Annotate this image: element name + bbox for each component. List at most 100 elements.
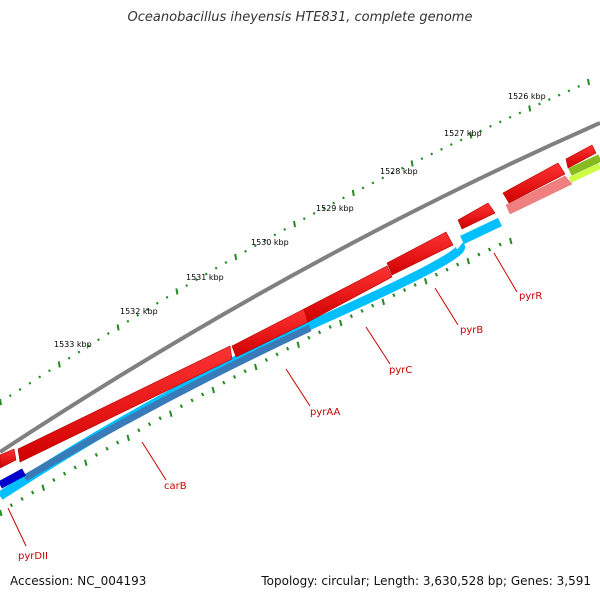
inner-minor-tick bbox=[243, 369, 247, 374]
inner-major-tick bbox=[466, 257, 470, 265]
lime-segment bbox=[568, 163, 600, 183]
gene-label-pyrC: pyrC bbox=[389, 365, 412, 376]
kbp-minor-tick bbox=[204, 272, 208, 276]
gene-label-pyrR: pyrR bbox=[519, 291, 542, 302]
inner-major-tick bbox=[169, 410, 173, 417]
leader-pyrC bbox=[365, 326, 391, 365]
inner-minor-tick bbox=[20, 496, 24, 501]
kbp-minor-tick bbox=[77, 350, 81, 354]
inner-minor-tick bbox=[307, 335, 311, 340]
inner-minor-tick bbox=[137, 428, 141, 433]
kbp-minor-tick bbox=[518, 111, 522, 115]
inner-minor-tick bbox=[392, 293, 396, 298]
kbp-major-tick bbox=[116, 324, 120, 331]
gene-label-pyrDII: pyrDII bbox=[18, 551, 48, 562]
kbp-minor-tick bbox=[449, 143, 453, 147]
kbp-major-tick bbox=[293, 220, 296, 228]
red-gene-arrows bbox=[0, 144, 597, 469]
kbp-minor-tick bbox=[146, 307, 149, 311]
kbp-label-1530: 1530 kbp bbox=[251, 238, 289, 247]
inner-minor-tick bbox=[201, 392, 205, 397]
kbp-minor-tick bbox=[479, 129, 483, 133]
kbp-minor-tick bbox=[342, 196, 345, 200]
inner-major-tick bbox=[84, 459, 88, 466]
kbp-minor-tick bbox=[361, 186, 365, 190]
kbp-minor-tick bbox=[557, 93, 561, 97]
kbp-minor-tick bbox=[489, 124, 492, 128]
kbp-minor-tick bbox=[420, 157, 424, 161]
inner-major-tick bbox=[339, 319, 343, 327]
gene-arrow-5 bbox=[386, 231, 454, 276]
inner-minor-tick bbox=[487, 247, 492, 252]
kbp-minor-tick bbox=[273, 233, 277, 237]
kbp-major-tick bbox=[175, 288, 179, 295]
kbp-label-1532: 1532 kbp bbox=[120, 307, 158, 316]
kbp-minor-tick bbox=[38, 375, 42, 379]
kbp-minor-tick bbox=[126, 319, 130, 323]
inner-major-tick bbox=[126, 434, 130, 442]
kbp-major-tick bbox=[57, 361, 61, 368]
genome-summary-text: Topology: circular; Length: 3,630,528 bp… bbox=[261, 574, 591, 588]
inner-major-tick bbox=[211, 386, 215, 394]
inner-minor-tick bbox=[264, 357, 268, 362]
kbp-minor-tick bbox=[263, 238, 267, 242]
inner-minor-tick bbox=[105, 446, 109, 451]
gene-arrow-7 bbox=[502, 162, 566, 204]
inner-minor-tick bbox=[158, 416, 162, 421]
inner-minor-tick bbox=[360, 308, 364, 313]
pink-gene-block bbox=[505, 175, 573, 215]
kbp-minor-tick bbox=[381, 176, 385, 180]
kbp-minor-tick bbox=[391, 171, 394, 175]
kbp-label-1526: 1526 kbp bbox=[508, 92, 546, 101]
kbp-minor-tick bbox=[577, 84, 581, 88]
gene-labels: pyrR pyrB pyrC pyrAA carB pyrDII bbox=[18, 291, 542, 562]
kbp-minor-tick bbox=[195, 278, 198, 282]
kbp-minor-tick bbox=[185, 284, 189, 288]
kbp-label-1531: 1531 kbp bbox=[186, 273, 224, 282]
inner-minor-tick bbox=[94, 452, 98, 457]
cyan-gene-block-pyrR bbox=[460, 217, 502, 245]
kbp-minor-tick bbox=[244, 249, 247, 253]
kbp-minor-tick bbox=[547, 98, 551, 102]
inner-minor-tick bbox=[477, 252, 481, 257]
kbp-tick-track bbox=[0, 78, 590, 406]
leader-pyrR bbox=[493, 252, 518, 293]
kbp-minor-tick bbox=[508, 115, 512, 119]
accession-text: Accession: NC_004193 bbox=[10, 574, 147, 588]
gene-label-leaders bbox=[7, 252, 518, 547]
gene-label-carB: carB bbox=[164, 481, 187, 492]
kbp-minor-tick bbox=[302, 217, 306, 221]
kbp-minor-tick bbox=[430, 152, 434, 156]
kbp-minor-tick bbox=[87, 344, 91, 348]
kbp-major-tick bbox=[469, 132, 473, 139]
inner-minor-tick bbox=[179, 404, 183, 409]
gene-arrow-8 bbox=[565, 144, 597, 169]
kbp-minor-tick bbox=[28, 381, 32, 385]
inner-minor-tick bbox=[116, 440, 120, 445]
kbp-major-tick bbox=[587, 78, 590, 86]
kbp-minor-tick bbox=[332, 201, 336, 205]
inner-minor-tick bbox=[31, 490, 35, 495]
kbp-minor-tick bbox=[283, 227, 287, 231]
kbp-label-1527: 1527 kbp bbox=[444, 129, 482, 138]
inner-minor-tick bbox=[371, 303, 375, 308]
kbp-minor-tick bbox=[97, 338, 100, 342]
inner-minor-tick bbox=[349, 314, 353, 319]
inner-minor-tick bbox=[434, 272, 438, 277]
leader-pyrAA bbox=[285, 368, 311, 407]
inner-major-tick bbox=[381, 298, 385, 306]
inner-major-tick bbox=[254, 363, 258, 371]
inner-major-tick bbox=[424, 278, 428, 285]
kbp-minor-tick bbox=[322, 206, 326, 210]
leader-carB bbox=[141, 441, 167, 481]
inner-minor-tick bbox=[413, 282, 417, 287]
inner-major-tick bbox=[296, 341, 300, 348]
position-labels: 1526 kbp 1527 kbp 1528 kbp 1529 kbp 1530… bbox=[54, 92, 546, 349]
kbp-major-tick bbox=[528, 105, 532, 112]
gene-label-pyrB: pyrB bbox=[460, 325, 483, 336]
gene-arrow-2 bbox=[17, 345, 233, 463]
inner-minor-tick bbox=[73, 465, 77, 470]
kbp-major-tick bbox=[410, 160, 414, 167]
